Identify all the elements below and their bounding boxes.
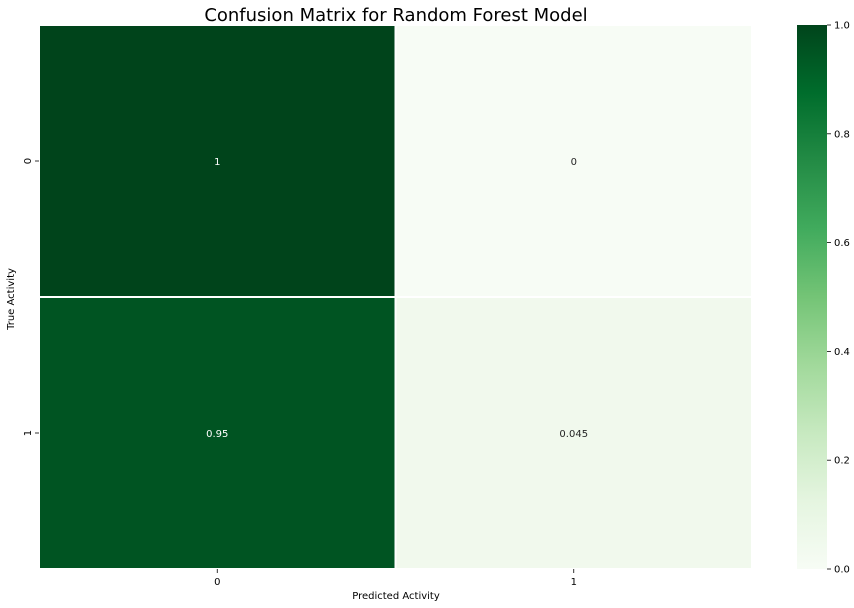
heatmap-cell-1-0 xyxy=(38,296,397,570)
x-tick-label: 1 xyxy=(571,577,577,588)
cell-value-label-0-1: 0 xyxy=(571,157,577,168)
colorbar-ticks: 0.0 0.2 0.4 0.6 0.8 1.0 xyxy=(827,21,850,576)
colorbar-tick-label: 0.6 xyxy=(834,238,850,249)
y-tick-label: 1 xyxy=(23,430,34,436)
colorbar-tick-label: 0.2 xyxy=(834,456,850,467)
cell-value-label-0-0: 1 xyxy=(214,157,220,168)
x-tick-label: 0 xyxy=(214,577,220,588)
chart-title: Confusion Matrix for Random Forest Model xyxy=(204,5,587,26)
y-tick-label: 0 xyxy=(23,158,34,164)
x-axis-label: Predicted Activity xyxy=(352,591,440,602)
colorbar-tick-label: 0.8 xyxy=(834,129,850,140)
colorbar-tick-label: 1.0 xyxy=(834,21,850,32)
heatmap-cell-1-1 xyxy=(394,296,753,570)
axis-ticks: 0 1 0 1 xyxy=(23,158,577,588)
y-axis-label: True Activity xyxy=(6,268,17,331)
heatmap-cells: 1 0 0.95 0.045 xyxy=(38,24,753,570)
colorbar-tick-label: 0.0 xyxy=(834,565,850,576)
heatmap-cell-0-1 xyxy=(394,24,753,298)
colorbar-tick-label: 0.4 xyxy=(834,347,850,358)
cell-value-label-1-1: 0.045 xyxy=(559,429,588,440)
heatmap-cell-0-0 xyxy=(38,24,397,298)
colorbar xyxy=(797,25,827,569)
cell-value-label-1-0: 0.95 xyxy=(206,429,228,440)
